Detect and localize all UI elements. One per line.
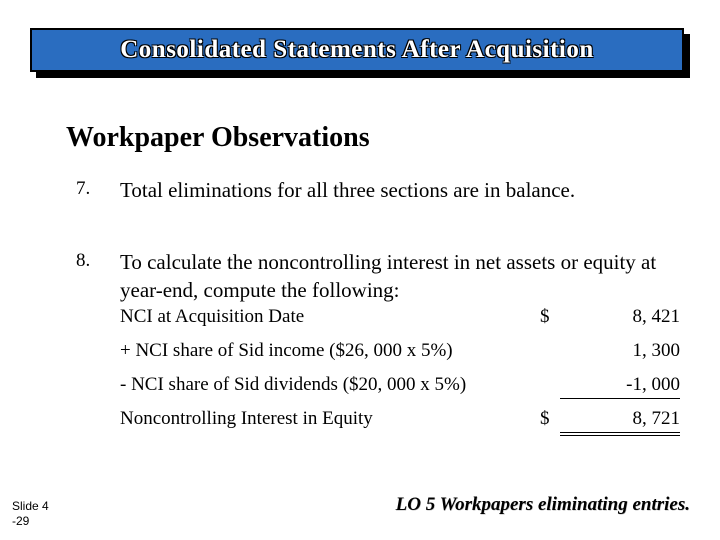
- title-bar: Consolidated Statements After Acquisitio…: [30, 28, 684, 72]
- calc-currency: $: [536, 306, 560, 328]
- item-text: Total eliminations for all three section…: [120, 176, 676, 204]
- subtitle: Workpaper Observations: [66, 122, 370, 154]
- calc-label: Noncontrolling Interest in Equity: [120, 408, 536, 430]
- list-item: 8. To calculate the noncontrolling inter…: [76, 248, 676, 305]
- calc-label: NCI at Acquisition Date: [120, 306, 536, 328]
- nci-calculation-table: NCI at Acquisition Date $ 8, 421 + NCI s…: [120, 306, 680, 442]
- calc-amount: -1, 000: [560, 374, 680, 399]
- table-row: NCI at Acquisition Date $ 8, 421: [120, 306, 680, 340]
- calc-amount: 8, 721: [560, 408, 680, 436]
- item-text: To calculate the noncontrolling interest…: [120, 248, 676, 305]
- calc-label: + NCI share of Sid income ($26, 000 x 5%…: [120, 340, 536, 362]
- calc-amount: 8, 421: [560, 306, 680, 328]
- calc-label: - NCI share of Sid dividends ($20, 000 x…: [120, 374, 536, 396]
- slide-line1: Slide 4: [12, 499, 49, 513]
- calc-currency: $: [536, 408, 560, 430]
- calc-amount: 1, 300: [560, 340, 680, 362]
- item-number: 7.: [76, 178, 90, 200]
- item-number: 8.: [76, 250, 90, 272]
- table-row: - NCI share of Sid dividends ($20, 000 x…: [120, 374, 680, 408]
- slide-number: Slide 4 -29: [12, 499, 49, 528]
- table-row: Noncontrolling Interest in Equity $ 8, 7…: [120, 408, 680, 442]
- list-item: 7. Total eliminations for all three sect…: [76, 176, 676, 204]
- slide-line2: -29: [12, 514, 29, 528]
- title-banner: Consolidated Statements After Acquisitio…: [30, 28, 690, 72]
- table-row: + NCI share of Sid income ($26, 000 x 5%…: [120, 340, 680, 374]
- title-text: Consolidated Statements After Acquisitio…: [120, 36, 594, 64]
- learning-objective: LO 5 Workpapers eliminating entries.: [396, 494, 690, 516]
